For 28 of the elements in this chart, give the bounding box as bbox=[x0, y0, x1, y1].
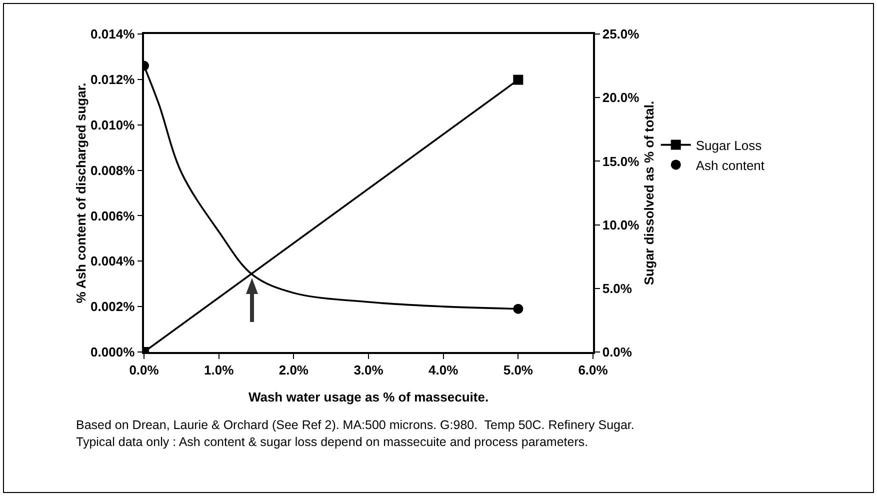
text: Based on Drean, Laurie & Orchard (See Ref 2). MA:500 microns. G:980. Temp 50C. Refinery Sugar. bbox=[76, 418, 634, 432]
y2-tick-label: 20.0% bbox=[602, 90, 640, 106]
y-tick-label: 0.014% bbox=[90, 26, 136, 42]
x-tick-label: 4.0% bbox=[428, 362, 459, 378]
y-tick-label: 0.004% bbox=[90, 254, 136, 269]
y2-tick-label: 25.0% bbox=[602, 26, 640, 42]
legend-label: Sugar Loss bbox=[696, 138, 762, 153]
x-tick-label: 6.0% bbox=[578, 362, 608, 378]
y-tick-label: 0.012% bbox=[90, 72, 136, 87]
y-tick-label: 0.006% bbox=[90, 208, 136, 224]
y2-axis-title: Sugar dissolved as % of total. bbox=[642, 100, 657, 286]
y2-tick-label: 0.0% bbox=[602, 344, 632, 360]
x-tick-label: 5.0% bbox=[503, 362, 534, 378]
legend-label: Ash content bbox=[696, 158, 765, 173]
y2-tick-label: 15.0% bbox=[602, 154, 640, 169]
y2-tick-label: 5.0% bbox=[602, 280, 632, 296]
y-tick-label: 0.008% bbox=[90, 162, 136, 178]
y2-tick-label: 10.0% bbox=[602, 217, 640, 232]
x-tick-label: 3.0% bbox=[354, 362, 384, 378]
text: Typical data only : Ash content & sugar loss depend on massecuite and process parameters. bbox=[76, 435, 588, 449]
y-tick-label: 0.002% bbox=[90, 299, 136, 314]
y-tick-label: 0.010% bbox=[90, 117, 136, 132]
x-axis-title: Wash water usage as % of massecuite. bbox=[248, 390, 489, 404]
x-tick-label: 0.0% bbox=[129, 362, 160, 378]
x-tick-label: 1.0% bbox=[204, 362, 234, 378]
y-tick-label: 0.000% bbox=[90, 344, 136, 360]
x-tick-label: 2.0% bbox=[278, 362, 309, 378]
y-axis-title: % Ash content of discharged sugar. bbox=[74, 82, 89, 304]
